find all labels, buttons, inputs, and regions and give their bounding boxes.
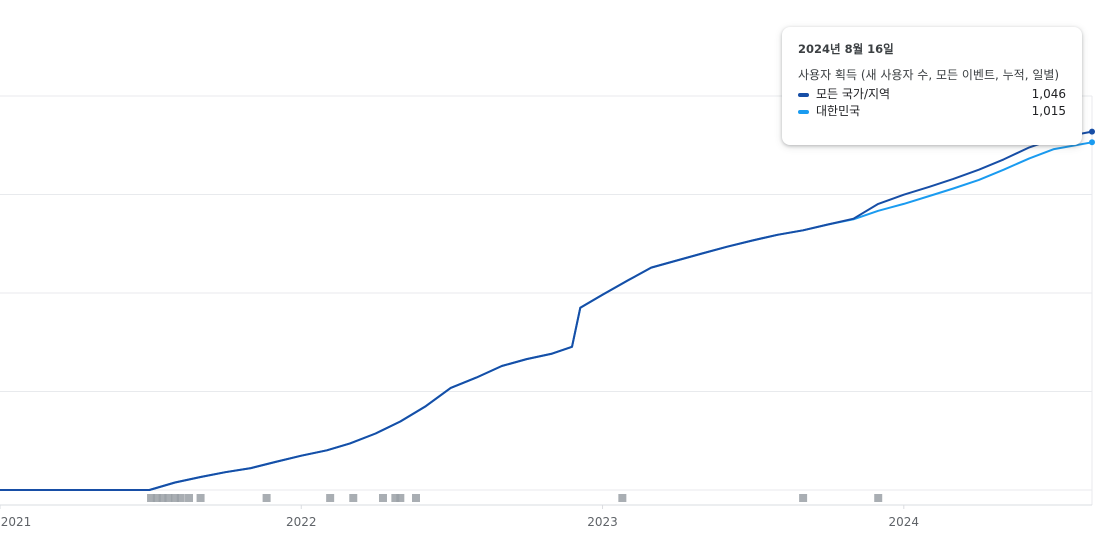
- tooltip-series-value: 1,046: [1031, 87, 1066, 101]
- annotation-marker: [378, 494, 387, 502]
- annotation-marker: [618, 494, 627, 502]
- x-tick-label: 2024: [889, 515, 920, 529]
- annotation-marker: [147, 494, 156, 502]
- annotation-markers: [147, 494, 883, 502]
- x-tick-label: 2022: [286, 515, 317, 529]
- tooltip-row-all-countries: 모든 국가/지역 1,046: [798, 86, 1066, 103]
- x-axis-ticks: 2021 2022 2023 2024: [0, 505, 919, 529]
- annotation-marker: [262, 494, 271, 502]
- annotation-marker: [391, 494, 400, 502]
- series-swatch-korea: [798, 109, 809, 114]
- annotation-marker: [185, 494, 194, 502]
- annotation-marker: [874, 494, 883, 502]
- annotation-marker: [396, 494, 405, 502]
- series-end-point: [1089, 128, 1095, 135]
- annotation-marker: [164, 494, 173, 502]
- series-end-point: [1089, 139, 1095, 146]
- annotation-marker: [326, 494, 335, 502]
- x-tick-label: 2021: [1, 515, 32, 529]
- tooltip-series-name: 대한민국: [816, 104, 861, 118]
- annotation-marker: [799, 494, 808, 502]
- annotation-marker: [170, 494, 179, 502]
- series-swatch-all-countries: [798, 92, 809, 97]
- series-lines: [0, 128, 1095, 491]
- tooltip-series-name: 모든 국가/지역: [816, 87, 891, 101]
- annotation-marker: [349, 494, 358, 502]
- series-line: [0, 130, 1093, 491]
- grid-lines: [0, 95, 1093, 506]
- tooltip-row-korea: 대한민국 1,015: [798, 103, 1066, 120]
- x-tick-label: 2023: [587, 515, 618, 529]
- annotation-marker: [196, 494, 205, 502]
- tooltip-metric-label: 사용자 획득 (새 사용자 수, 모든 이벤트, 누적, 일별): [798, 68, 1060, 82]
- annotation-marker: [412, 494, 420, 502]
- annotation-marker: [152, 494, 161, 502]
- annotation-marker: [176, 494, 185, 502]
- tooltip-date: 2024년 8월 16일: [798, 42, 894, 56]
- annotation-marker: [158, 494, 167, 502]
- tooltip-series-value: 1,015: [1031, 104, 1066, 118]
- hover-tooltip: 2024년 8월 16일 사용자 획득 (새 사용자 수, 모든 이벤트, 누적…: [782, 27, 1082, 145]
